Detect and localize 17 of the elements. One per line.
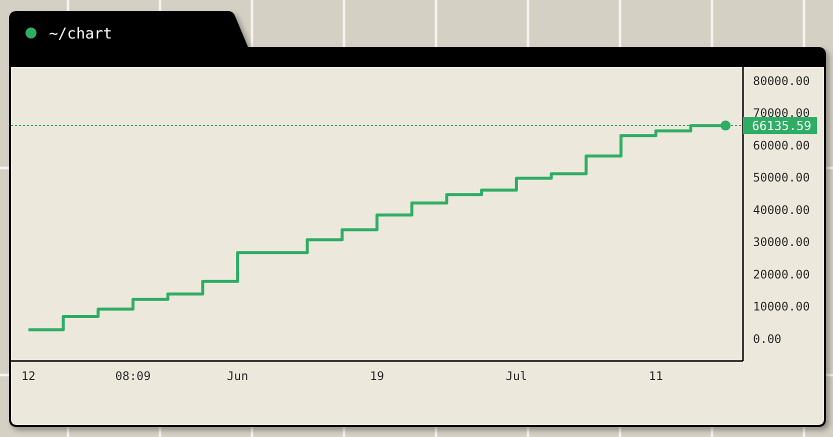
x-tick-label: Jul — [506, 369, 528, 384]
y-tick-label: 70000.00 — [753, 106, 810, 120]
y-tick-label: 20000.00 — [753, 267, 810, 282]
x-tick-label: 19 — [370, 369, 384, 384]
x-tick-label: 12 — [21, 369, 36, 384]
y-tick-label: 30000.00 — [753, 235, 810, 250]
ref-line-label: 66135.59 — [752, 118, 812, 133]
y-tick-label: 0.00 — [753, 332, 782, 346]
chart-title: ~/chart — [49, 24, 112, 42]
y-tick-label: 40000.00 — [753, 202, 810, 217]
x-tick-label: Jun — [226, 369, 248, 384]
y-tick-label: 80000.00 — [753, 74, 810, 88]
y-tick-label: 50000.00 — [753, 170, 810, 185]
x-tick-label: 11 — [648, 369, 663, 384]
y-tick-label: 60000.00 — [753, 138, 810, 152]
y-tick-label: 10000.00 — [753, 300, 810, 314]
x-tick-label: 08:09 — [115, 369, 151, 384]
